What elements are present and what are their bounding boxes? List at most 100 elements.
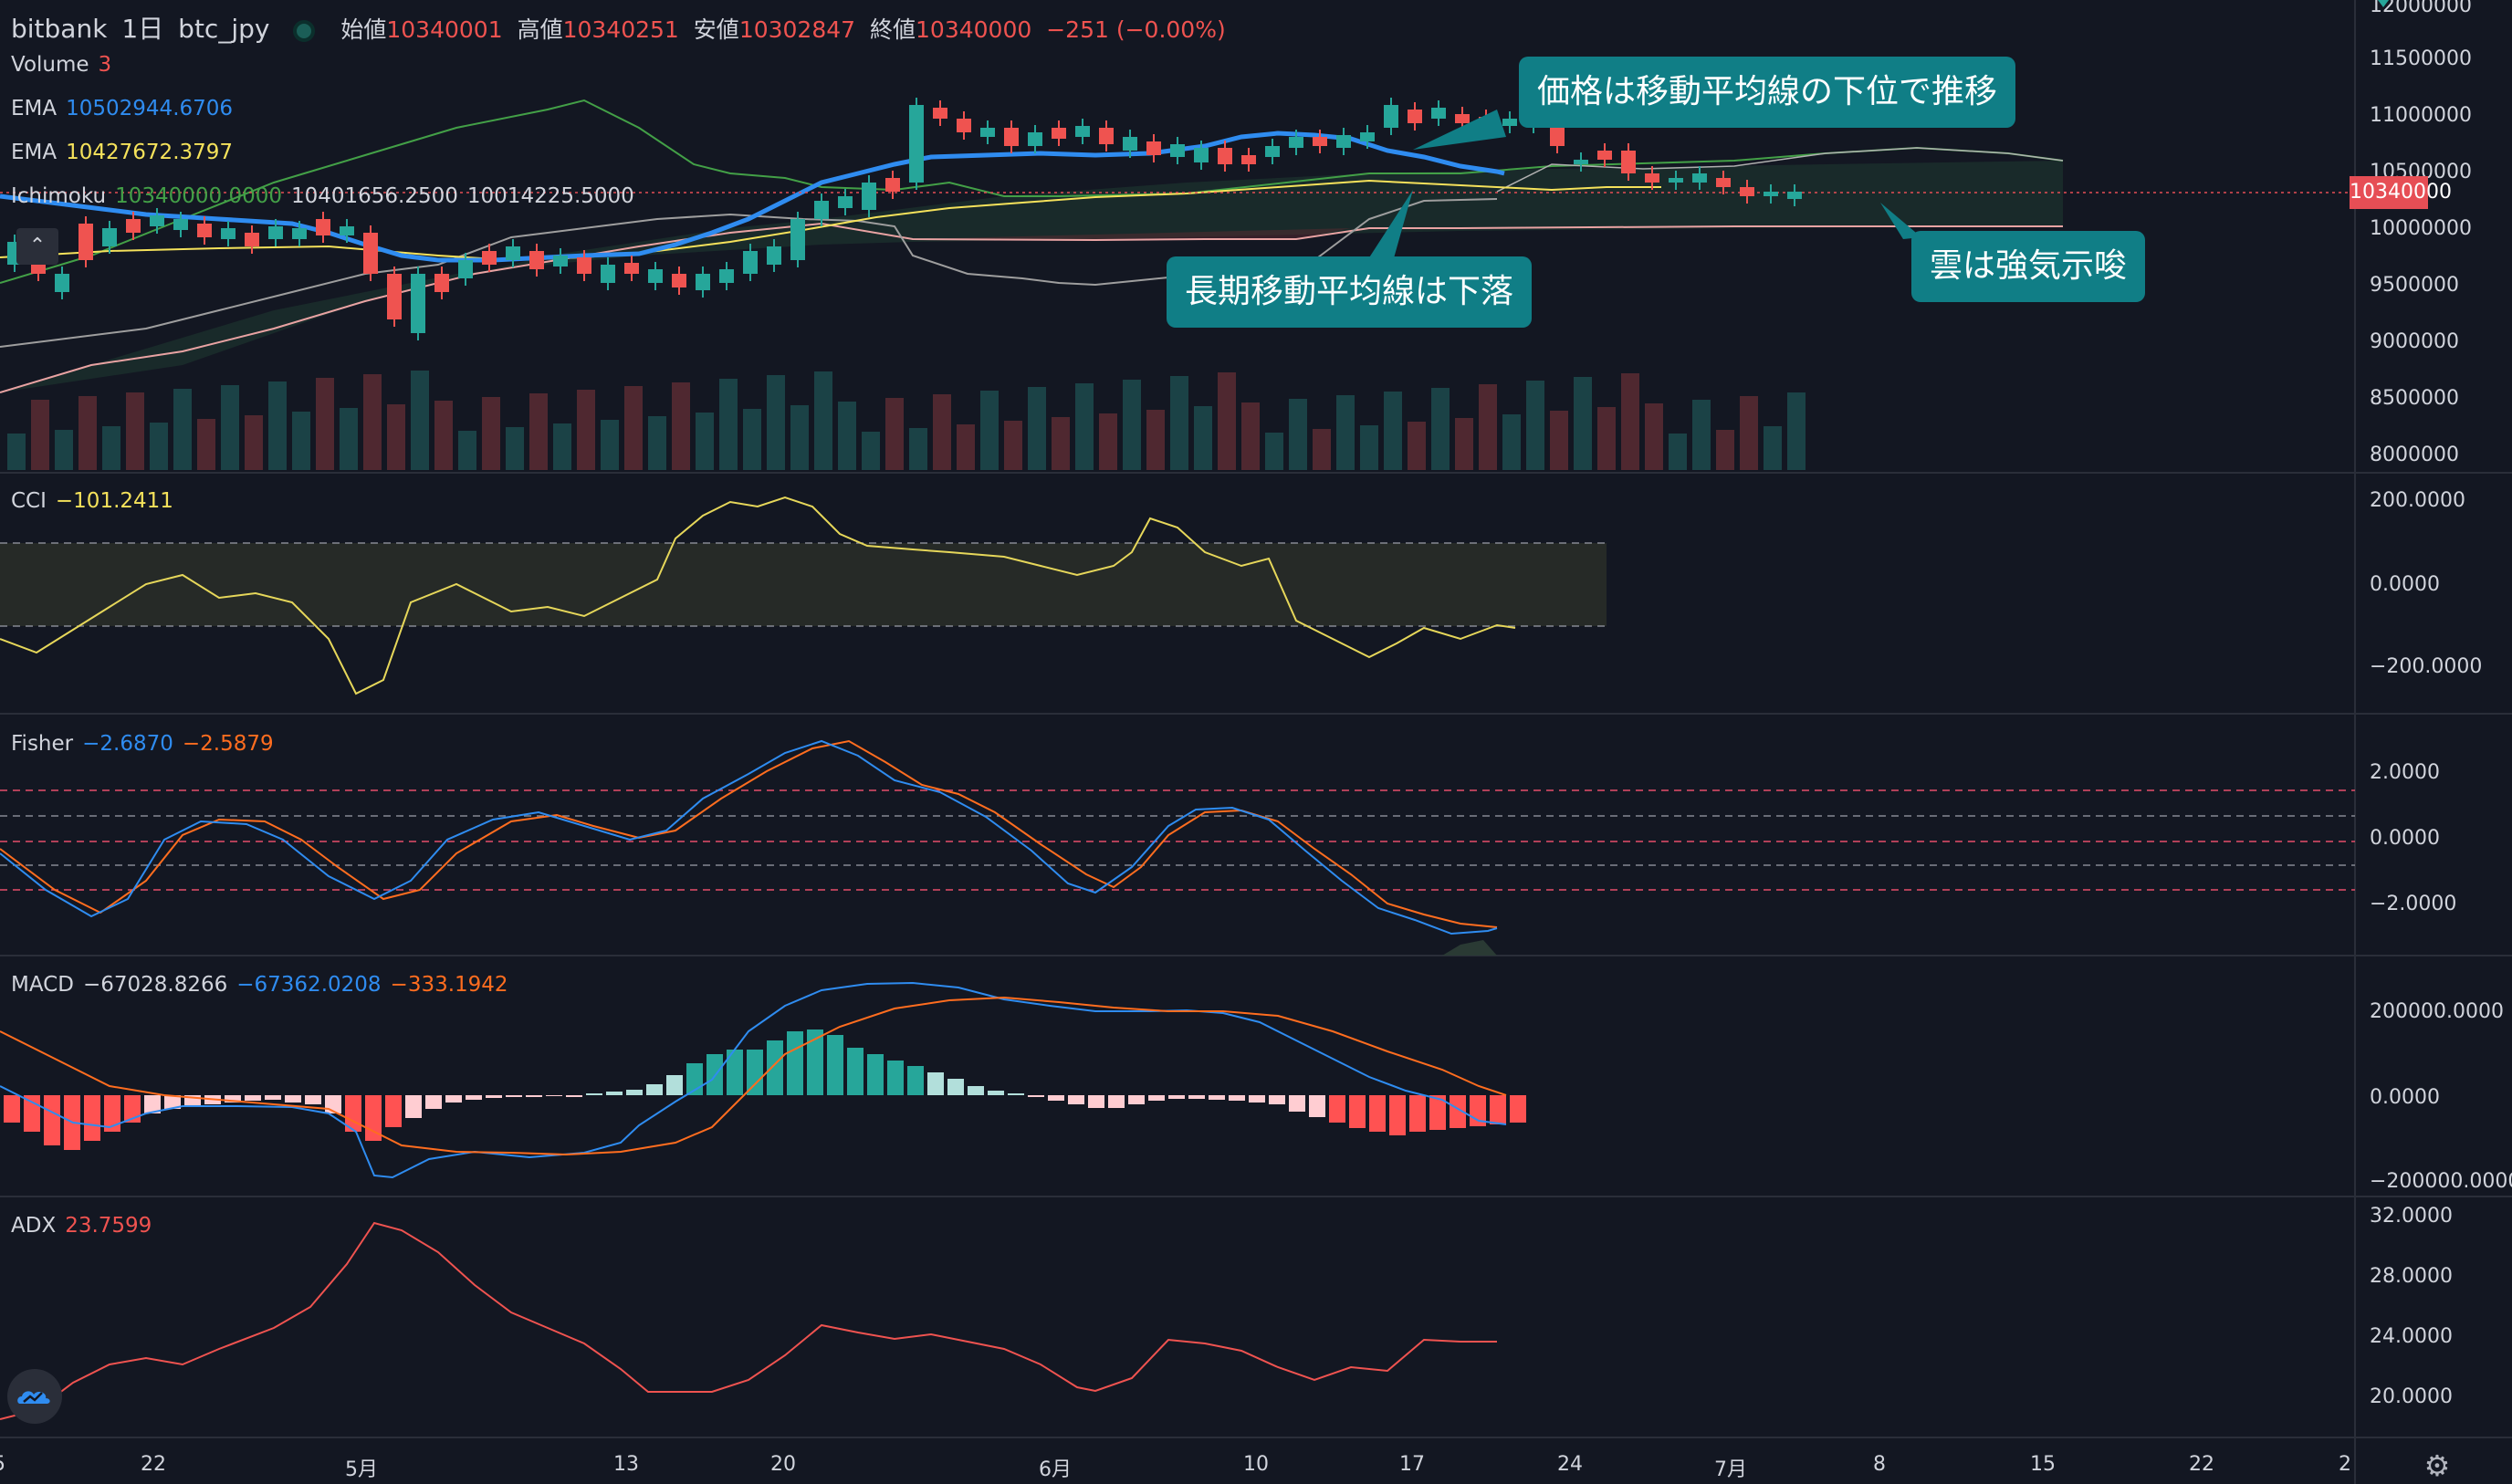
adx-line [0,1221,1497,1420]
volume-bar [411,371,429,470]
macd-bar [1249,1095,1265,1103]
volume-bar [1764,426,1782,470]
macd-legend[interactable]: MACD −67028.8266 −67362.0208 −333.1942 [11,973,518,997]
macd-v2: −67362.0208 [236,973,382,997]
macd-bar [666,1075,683,1095]
annotation-cloud-bullish[interactable]: 雲は強気示唆 [1911,231,2146,302]
volume-bar [1099,413,1117,470]
macd-bar [1008,1093,1024,1095]
macd-bar [586,1093,602,1095]
annotation-long-ma-falling[interactable]: 長期移動平均線は下落 [1167,256,1533,328]
macd-bar [1450,1095,1466,1128]
macd-bar [1389,1095,1406,1135]
gear-icon[interactable]: ⚙ [2423,1448,2451,1483]
macd-bar [1088,1095,1104,1108]
interval-label[interactable]: 1日 [121,14,164,44]
macd-bar [84,1095,100,1141]
time-axis-label: 8 [1873,1453,1886,1476]
ichimoku-v1: 10340000.0000 [115,184,282,208]
macd-bar [927,1072,944,1095]
macd-bar [144,1095,161,1113]
volume-bar [648,416,666,470]
macd-bar [1229,1095,1245,1101]
fisher-v2: −2.5879 [182,732,274,756]
high-label: 高値 [517,16,563,43]
volume-bar [1740,396,1758,470]
ichimoku-cloud-red [913,228,1351,240]
volume-label: Volume [11,53,89,77]
senkou-a [0,99,2064,284]
fisher-axis-label: 2.0000 [2370,761,2440,784]
volume-bar [624,386,643,470]
volume-bar [1052,417,1070,470]
ichimoku-v2: 10401656.2500 [290,184,458,208]
volume-bar [458,431,476,470]
volume-bar [1502,414,1521,470]
fisher-line [0,739,1498,935]
fisher-axis-label: 0.0000 [2370,827,2440,850]
volume-bar [1218,372,1236,470]
ema1-legend[interactable]: EMA 10502944.6706 [11,97,242,120]
volume-bar [102,426,120,470]
volume-bar [1716,430,1734,470]
macd-label: MACD [11,973,74,997]
volume-bar [506,427,524,470]
macd-bar [225,1095,241,1103]
macd-bar [727,1050,743,1095]
macd-bar [1309,1095,1325,1117]
time-axis-label: 13 [613,1453,639,1476]
macd-bar [1349,1095,1366,1128]
macd-bar [1068,1095,1084,1104]
cci-axis-label: 200.0000 [2370,489,2465,512]
volume-bar [1597,407,1616,470]
macd-bar [445,1095,462,1103]
callout-pointer-3 [1880,203,1921,239]
symbol-name[interactable]: btc_jpy [178,14,270,44]
macd-bar [1329,1095,1345,1123]
macd-bar [626,1090,643,1095]
open-label: 始値 [340,16,387,43]
volume-bar [1265,433,1283,470]
macd-signal [0,996,1507,1156]
macd-bar [807,1029,823,1095]
macd-bar [1409,1095,1426,1132]
macd-bar [767,1040,783,1095]
macd-bar [1209,1095,1225,1100]
volume-bar [55,430,73,470]
ichimoku-legend[interactable]: Ichimoku 10340000.0000 10401656.2500 100142… [11,184,644,208]
volume-bar [1621,373,1639,470]
macd-bar [646,1084,663,1095]
macd-bar [747,1050,763,1095]
ema2-legend[interactable]: EMA 10427672.3797 [11,141,242,164]
macd-v1: −67028.8266 [82,973,228,997]
cci-legend[interactable]: CCI −101.2411 [11,489,183,513]
volume-bar [672,382,690,470]
volume-bar [1289,399,1307,470]
chikou [1496,147,2064,193]
candlestick-series [7,98,1802,340]
macd-bar [606,1092,623,1095]
ichimoku-label: Ichimoku [11,184,107,208]
macd-axis-label: −200000.0000 [2370,1170,2512,1193]
volume-legend[interactable]: Volume 3 [11,53,120,77]
ema1-value: 10502944.6706 [66,97,234,120]
macd-bar [947,1079,964,1095]
ema2-label: EMA [11,141,58,164]
macd-bar [385,1095,402,1127]
collapse-legend-button[interactable]: ⌃ [16,228,58,265]
tradingview-cloud-icon[interactable] [7,1369,62,1424]
cci-axis-label: 0.0000 [2370,573,2440,596]
macd-bar [4,1095,20,1123]
adx-legend[interactable]: ADX 23.7599 [11,1214,161,1238]
macd-bar [968,1086,984,1095]
fisher-legend[interactable]: Fisher −2.6870 −2.5879 [11,732,283,756]
high-value: 10340251 [562,16,679,43]
annotation-price-below-ma[interactable]: 価格は移動平均線の下位で推移 [1519,57,2016,128]
macd-bar [847,1048,864,1095]
volume-bar [980,391,999,470]
macd-bar [1128,1095,1145,1104]
macd-bar [1148,1095,1165,1101]
macd-bar [1048,1095,1064,1101]
volume-bar [577,390,595,470]
